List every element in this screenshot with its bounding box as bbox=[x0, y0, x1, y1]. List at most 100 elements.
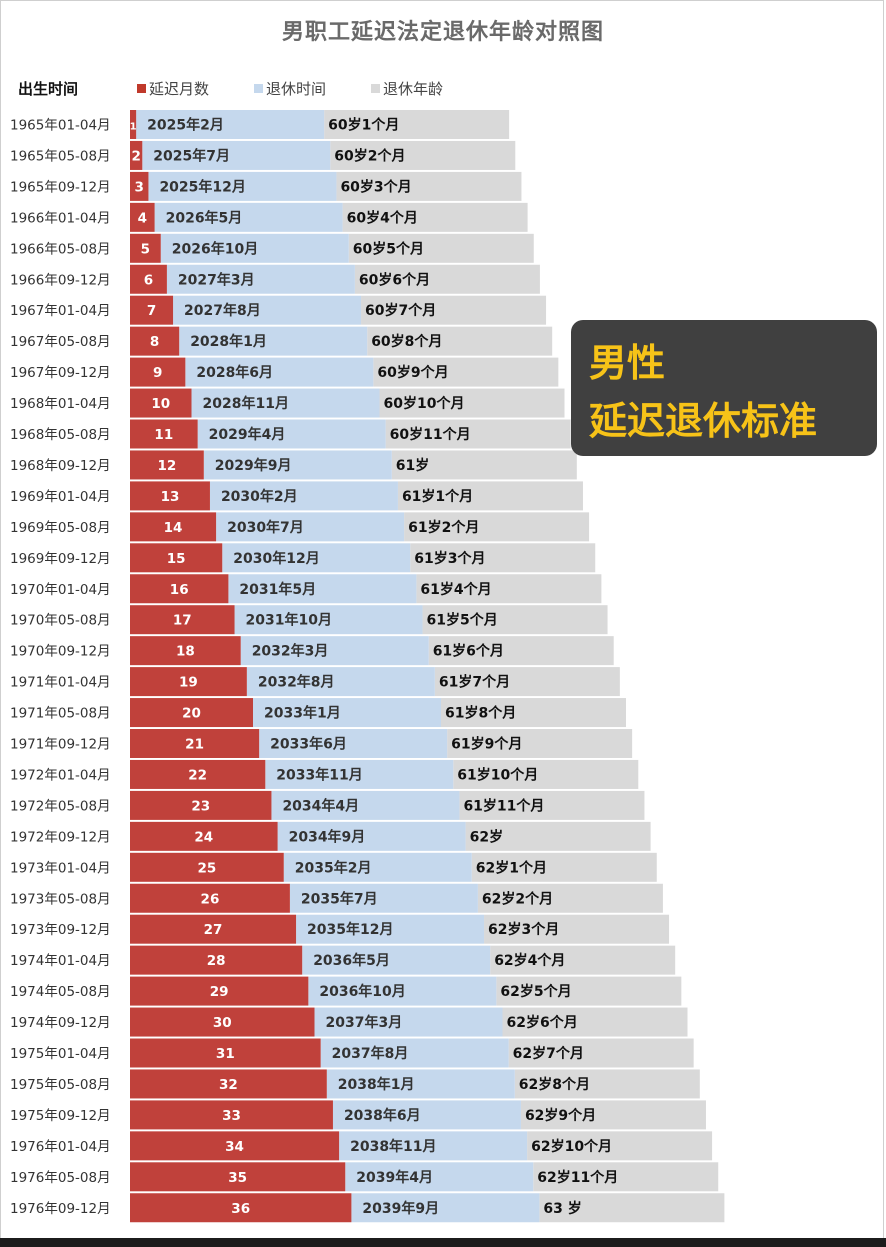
delay-months-label: 8 bbox=[150, 334, 159, 350]
delay-months-bar bbox=[130, 1038, 321, 1068]
legend-swatch-retire-time bbox=[254, 84, 263, 93]
retire-age-bar bbox=[508, 1038, 694, 1068]
retire-time-label: 2031年5月 bbox=[239, 581, 316, 598]
delay-months-label: 31 bbox=[216, 1046, 235, 1062]
retire-age-label: 62岁 bbox=[470, 828, 503, 845]
birth-period-label: 1968年01-04月 bbox=[10, 396, 111, 412]
delay-months-label: 26 bbox=[201, 891, 220, 907]
retire-age-bar bbox=[465, 821, 651, 851]
retire-age-label: 60岁10个月 bbox=[384, 395, 465, 412]
delay-months-bar bbox=[130, 729, 260, 758]
birth-period-label: 1974年01-04月 bbox=[10, 953, 111, 969]
birth-period-label: 1965年09-12月 bbox=[10, 179, 111, 195]
delay-months-bar bbox=[130, 759, 266, 789]
birth-period-label: 1965年05-08月 bbox=[10, 148, 111, 164]
retire-time-label: 2032年8月 bbox=[258, 674, 335, 691]
retire-time-bar bbox=[191, 388, 380, 418]
retire-age-bar bbox=[385, 419, 571, 449]
retire-time-bar bbox=[265, 759, 454, 789]
retire-time-bar bbox=[185, 357, 374, 387]
delay-months-label: 28 bbox=[207, 953, 226, 969]
legend-swatch-retire-age bbox=[371, 84, 380, 93]
delay-months-bar bbox=[130, 388, 192, 418]
retire-age-label: 62岁3个月 bbox=[488, 921, 559, 938]
retire-age-label: 61岁5个月 bbox=[427, 612, 498, 629]
retire-time-label: 2035年2月 bbox=[295, 859, 372, 876]
legend-swatch-delay bbox=[137, 84, 146, 93]
birth-period-label: 1975年01-04月 bbox=[10, 1046, 111, 1062]
retire-age-label: 62岁8个月 bbox=[519, 1076, 590, 1093]
retire-age-label: 62岁6个月 bbox=[507, 1014, 578, 1031]
delay-months-label: 21 bbox=[185, 737, 204, 753]
retire-age-label: 61岁10个月 bbox=[457, 766, 538, 783]
delay-months-bar bbox=[130, 1069, 327, 1099]
retire-time-label: 2035年7月 bbox=[301, 890, 378, 907]
retire-time-bar bbox=[142, 140, 331, 170]
retire-time-bar bbox=[253, 698, 441, 728]
retire-age-label: 62岁2个月 bbox=[482, 890, 553, 907]
retire-time-label: 2026年5月 bbox=[166, 209, 243, 226]
delay-months-label: 12 bbox=[158, 458, 177, 474]
retire-time-bar bbox=[289, 883, 478, 913]
retire-time-bar bbox=[283, 852, 472, 882]
legend-item-retire-age: 退休年龄 bbox=[371, 78, 443, 99]
retire-age-label: 63 岁 bbox=[543, 1200, 581, 1217]
birth-period-label: 1975年05-08月 bbox=[10, 1077, 111, 1093]
retire-age-bar bbox=[422, 605, 608, 635]
delay-months-label: 14 bbox=[164, 520, 183, 536]
delay-months-bar bbox=[130, 1162, 346, 1192]
retire-age-bar bbox=[447, 729, 633, 758]
retire-time-bar bbox=[314, 1007, 503, 1037]
retire-time-label: 2036年5月 bbox=[313, 952, 390, 969]
delay-months-label: 3 bbox=[135, 179, 144, 195]
retire-age-bar bbox=[490, 945, 676, 975]
delay-months-bar bbox=[130, 790, 272, 820]
callout-line-2: 延迟退休标准 bbox=[589, 399, 818, 443]
retire-time-label: 2028年1月 bbox=[190, 333, 267, 350]
delay-months-bar bbox=[130, 110, 137, 139]
retire-time-label: 2027年8月 bbox=[184, 302, 261, 319]
birth-period-label: 1973年09-12月 bbox=[10, 922, 111, 938]
birth-period-label: 1969年09-12月 bbox=[10, 551, 111, 567]
legend-item-delay-months: 延迟月数 bbox=[137, 78, 209, 99]
retire-time-label: 2030年7月 bbox=[227, 519, 304, 536]
retire-age-label: 60岁2个月 bbox=[334, 147, 405, 164]
delay-months-label: 15 bbox=[167, 551, 186, 567]
birth-period-label: 1974年05-08月 bbox=[10, 984, 111, 1000]
retire-age-bar bbox=[434, 667, 620, 697]
retire-time-bar bbox=[179, 326, 368, 356]
delay-months-label: 4 bbox=[138, 210, 147, 226]
delay-months-bar bbox=[130, 1193, 352, 1223]
birth-period-label: 1968年05-08月 bbox=[10, 427, 111, 443]
retire-age-bar bbox=[324, 110, 510, 139]
delay-months-bar bbox=[130, 481, 210, 511]
birth-period-label: 1968年09-12月 bbox=[10, 458, 111, 474]
retire-age-bar bbox=[410, 543, 596, 573]
retire-time-label: 2035年12月 bbox=[307, 921, 393, 938]
delay-months-bar bbox=[130, 636, 241, 666]
retire-age-bar bbox=[496, 976, 682, 1006]
retire-time-label: 2038年11月 bbox=[350, 1138, 436, 1155]
retire-age-bar bbox=[484, 914, 670, 944]
retire-age-label: 61岁9个月 bbox=[451, 736, 522, 753]
retire-age-bar bbox=[404, 512, 590, 542]
birth-period-label: 1973年01-04月 bbox=[10, 860, 111, 876]
callout-line-1: 男性 bbox=[589, 341, 666, 385]
retire-age-label: 62岁7个月 bbox=[513, 1045, 584, 1062]
retire-age-label: 61岁8个月 bbox=[445, 705, 516, 722]
retire-age-label: 61岁2个月 bbox=[408, 519, 479, 536]
birth-date-column-header: 出生时间 bbox=[18, 80, 79, 98]
retire-age-bar bbox=[391, 450, 577, 480]
retire-age-label: 60岁7个月 bbox=[365, 302, 436, 319]
birth-period-label: 1976年09-12月 bbox=[10, 1201, 111, 1217]
delay-months-label: 36 bbox=[231, 1201, 250, 1217]
delay-months-label: 1 bbox=[130, 122, 137, 133]
retire-time-label: 2030年2月 bbox=[221, 488, 298, 505]
legend-label-retire-time: 退休时间 bbox=[266, 80, 327, 98]
delay-months-bar bbox=[130, 295, 174, 325]
retire-age-bar bbox=[330, 140, 516, 170]
delay-months-bar bbox=[130, 450, 204, 480]
birth-period-label: 1967年05-08月 bbox=[10, 334, 111, 350]
retire-time-label: 2033年1月 bbox=[264, 705, 341, 722]
retire-time-bar bbox=[136, 110, 325, 139]
